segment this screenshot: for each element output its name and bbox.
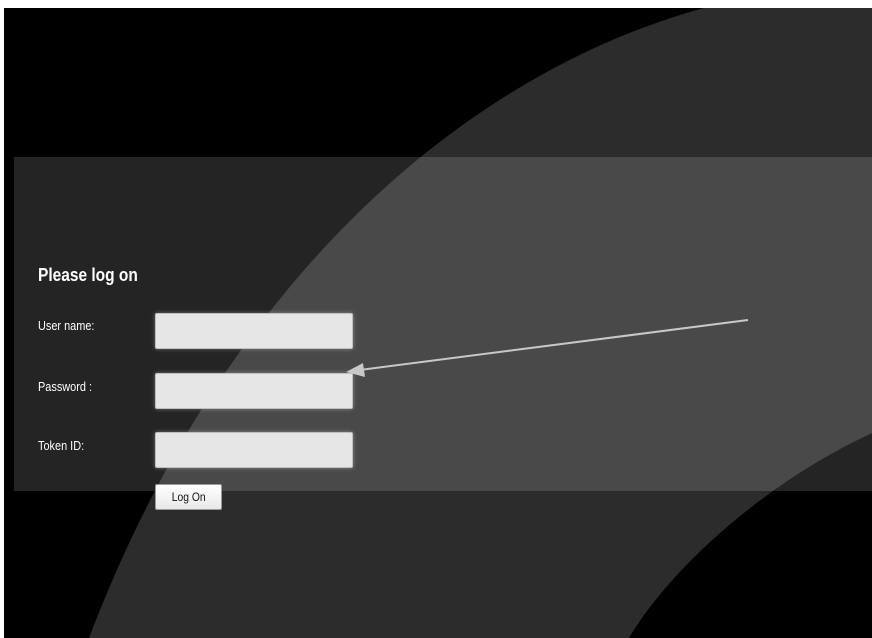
page-title: Please log on bbox=[38, 265, 138, 285]
password-field[interactable] bbox=[155, 373, 353, 409]
login-panel bbox=[14, 157, 872, 491]
token-id-label: Token ID: bbox=[38, 438, 85, 453]
password-label: Password : bbox=[38, 379, 93, 394]
log-on-button-label: Log On bbox=[171, 490, 206, 504]
login-page: Please log on User name: Password : Toke… bbox=[4, 8, 872, 638]
log-on-button[interactable]: Log On bbox=[155, 484, 222, 510]
username-field[interactable] bbox=[155, 313, 353, 349]
token-id-field[interactable] bbox=[155, 432, 353, 468]
username-label: User name: bbox=[38, 318, 95, 333]
